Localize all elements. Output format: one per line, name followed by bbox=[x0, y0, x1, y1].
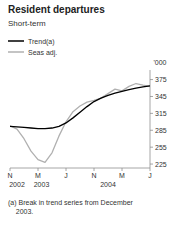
legend-swatch bbox=[8, 51, 24, 53]
legend-label: Trend(a) bbox=[28, 38, 55, 46]
x-tick-label: N bbox=[91, 172, 96, 179]
y-tick bbox=[150, 113, 153, 114]
footnote-line: 2003. bbox=[8, 208, 33, 215]
footnote-line: (a) Break in trend series from December bbox=[8, 199, 134, 207]
x-tick bbox=[38, 168, 39, 171]
footnote: (a) Break in trend series from December … bbox=[8, 199, 134, 215]
subtitle: Short-term bbox=[8, 19, 46, 28]
y-tick bbox=[150, 130, 153, 131]
x-axis bbox=[10, 168, 150, 169]
line-series bbox=[10, 84, 150, 163]
plot-area bbox=[10, 84, 150, 163]
y-tick-label: 345 bbox=[155, 93, 167, 100]
chart: Resident departures Short-term Trend(a) Sea… bbox=[0, 0, 181, 231]
legend-label: Seas adj. bbox=[28, 49, 57, 57]
x-tick bbox=[122, 168, 123, 171]
x-tick bbox=[10, 168, 11, 171]
y-tick bbox=[150, 79, 153, 80]
x-tick-label: J bbox=[148, 172, 152, 179]
legend: Trend(a) Seas adj. bbox=[8, 38, 57, 57]
x-tick bbox=[150, 168, 151, 171]
annotation: 2003 bbox=[34, 181, 50, 188]
axis-label: '000 bbox=[153, 59, 166, 66]
x-tick bbox=[94, 168, 95, 171]
x-tick-label: J bbox=[64, 172, 68, 179]
x-tick bbox=[66, 168, 67, 171]
y-tick bbox=[150, 147, 153, 148]
x-tick-label: M bbox=[35, 172, 41, 179]
line-series bbox=[10, 86, 150, 129]
legend-swatch bbox=[8, 40, 24, 42]
y-tick-label: 285 bbox=[155, 127, 167, 134]
title: Resident departures bbox=[8, 4, 105, 15]
x-tick-label: M bbox=[119, 172, 125, 179]
y-axis bbox=[150, 70, 151, 168]
y-tick-label: 225 bbox=[155, 161, 167, 168]
y-tick-label: 255 bbox=[155, 144, 167, 151]
annotation: 2002 bbox=[9, 181, 25, 188]
y-tick-label: 315 bbox=[155, 110, 167, 117]
annotation: 2004 bbox=[100, 181, 116, 188]
y-tick-label: 375 bbox=[155, 76, 167, 83]
y-tick bbox=[150, 96, 153, 97]
x-tick-label: N bbox=[7, 172, 12, 179]
y-tick bbox=[150, 164, 153, 165]
